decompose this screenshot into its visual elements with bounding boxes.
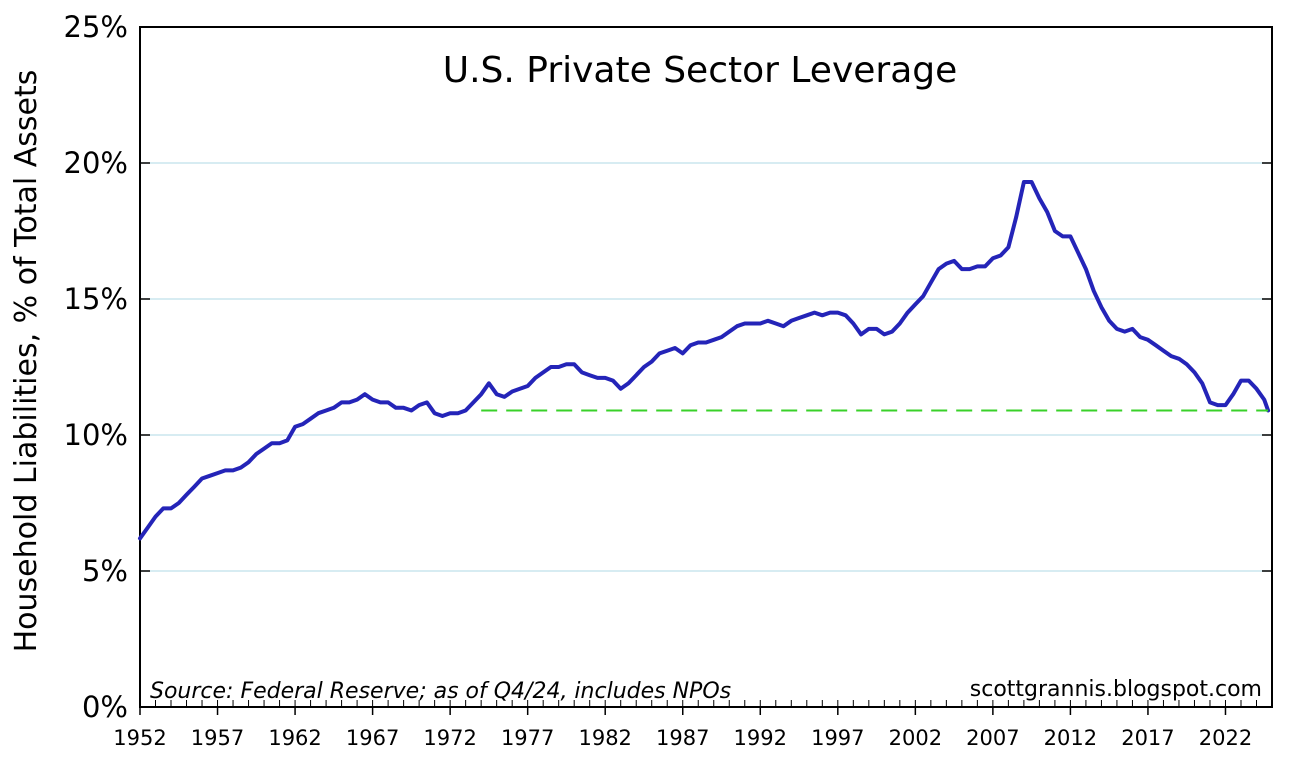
credit-text: scottgrannis.blogspot.com bbox=[970, 677, 1262, 702]
x-tick-label: 1982 bbox=[578, 726, 631, 750]
x-tick-label: 1972 bbox=[423, 726, 476, 750]
x-tick-label: 1957 bbox=[191, 726, 244, 750]
x-tick-label: 1952 bbox=[113, 726, 166, 750]
y-tick-label: 10% bbox=[64, 418, 128, 452]
x-tick-label: 1992 bbox=[734, 726, 787, 750]
chart-title: U.S. Private Sector Leverage bbox=[443, 50, 958, 91]
x-tick-label: 1977 bbox=[501, 726, 554, 750]
x-tick-label: 1997 bbox=[811, 726, 864, 750]
x-tick-label: 2017 bbox=[1121, 726, 1174, 750]
axis-ticks: 0% 5% 10% 15% 20% 25% 1952 1957 1962 1967 1972 1977… bbox=[64, 10, 1273, 750]
y-tick-label: 15% bbox=[64, 282, 128, 316]
y-tick-label: 20% bbox=[64, 146, 128, 180]
gridlines bbox=[140, 162, 1272, 572]
series-line bbox=[138, 180, 1271, 541]
source-note: Source: Federal Reserve; as of Q4/24, in… bbox=[150, 679, 731, 704]
x-tick-label: 2012 bbox=[1044, 726, 1097, 750]
series-layer bbox=[138, 180, 1271, 541]
x-tick-label: 2002 bbox=[889, 726, 942, 750]
y-tick-label: 5% bbox=[82, 554, 128, 588]
x-tick-label: 1962 bbox=[268, 726, 321, 750]
y-tick-label: 25% bbox=[64, 10, 128, 44]
x-tick-label: 1987 bbox=[656, 726, 709, 750]
y-axis-label: Household Liabilities, % of Total Assets bbox=[9, 70, 44, 653]
y-tick-label: 0% bbox=[82, 690, 128, 724]
x-tick-label: 1967 bbox=[346, 726, 399, 750]
plot-frame bbox=[139, 26, 1273, 708]
x-tick-label: 2022 bbox=[1199, 726, 1252, 750]
x-tick-label: 2007 bbox=[966, 726, 1019, 750]
